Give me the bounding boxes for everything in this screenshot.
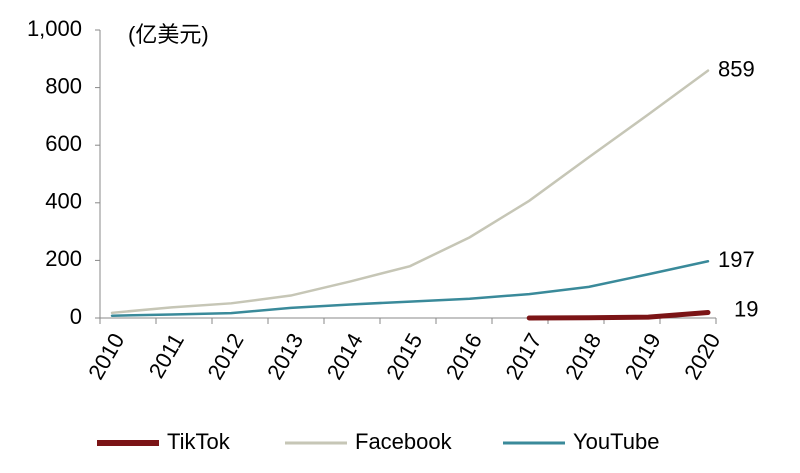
legend-label: YouTube — [573, 429, 659, 454]
y-tick-label: 600 — [45, 131, 82, 156]
x-tick-label: 2012 — [202, 329, 248, 384]
series-line — [526, 310, 711, 321]
data-label: 197 — [718, 247, 755, 272]
x-tick-label: 2010 — [83, 329, 129, 384]
data-label: 19 — [734, 296, 758, 321]
series-line — [110, 260, 710, 317]
data-label: 859 — [718, 56, 755, 81]
x-tick-label: 2019 — [620, 329, 666, 384]
unit-label: (亿美元) — [128, 22, 209, 47]
x-tick-label: 2015 — [381, 329, 427, 384]
x-tick-label: 2013 — [262, 329, 308, 384]
legend-label: TikTok — [167, 429, 231, 454]
y-tick-label: 1,000 — [27, 16, 82, 41]
legend-label: Facebook — [355, 429, 453, 454]
x-tick-label: 2014 — [322, 329, 368, 384]
x-tick-label: 2017 — [500, 329, 546, 384]
y-tick-label: 800 — [45, 73, 82, 98]
series-line — [110, 69, 710, 315]
y-tick-label: 400 — [45, 189, 82, 214]
x-tick-label: 2016 — [441, 329, 487, 384]
x-tick-label: 2020 — [679, 329, 725, 384]
x-tick-label: 2018 — [560, 329, 606, 384]
y-tick-label: 200 — [45, 246, 82, 271]
x-tick-label: 2011 — [144, 329, 189, 382]
y-tick-label: 0 — [70, 304, 82, 329]
